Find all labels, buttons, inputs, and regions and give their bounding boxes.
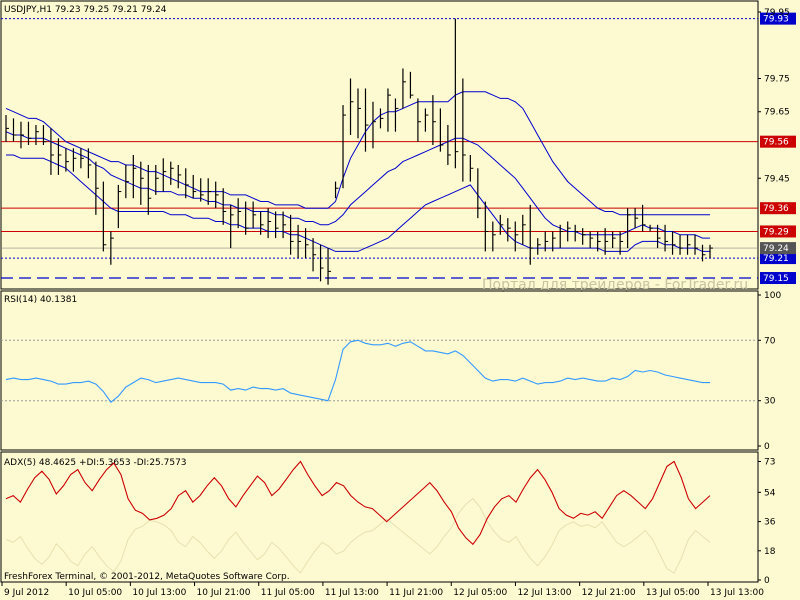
rsi-tick-label: 0 — [764, 442, 770, 452]
adx-panel-header: ADX(5) 48.4625 +DI:5.3653 -DI:25.7573 — [4, 458, 187, 468]
time-tick-label: 13 Jul 05:00 — [646, 588, 700, 598]
price-tick-label: 79.95 — [764, 8, 790, 18]
time-tick-label: 9 Jul 2012 — [4, 588, 49, 598]
adx-line — [5, 460, 711, 546]
time-tick-label: 10 Jul 21:00 — [197, 588, 251, 598]
band-upper — [5, 91, 710, 216]
rsi-panel-header: RSI(14) 40.1381 — [4, 295, 77, 305]
current-price-tag — [760, 242, 796, 255]
level-dashed-0-label: 79.15 — [763, 274, 789, 284]
time-tick-label: 12 Jul 13:00 — [517, 588, 571, 598]
ohlc-bars — [5, 18, 713, 285]
bollinger-bands — [5, 91, 710, 252]
rsi-tick-label: 100 — [764, 291, 781, 301]
level-dotted-1-label: 79.21 — [763, 254, 789, 264]
level-dotted-0-tag — [760, 12, 796, 25]
level-solid-2-tag — [760, 225, 796, 238]
time-tick-label: 10 Jul 13:00 — [132, 588, 186, 598]
time-tick-label: 11 Jul 21:00 — [389, 588, 443, 598]
adx-tick-label: 36 — [764, 518, 776, 528]
adx-tick-label: 73 — [764, 457, 775, 467]
price-panel: USDJPY,H1 79.23 79.25 79.21 79.24 Портал… — [0, 0, 796, 293]
band-lower — [6, 154, 710, 252]
level-dotted-0-label: 79.93 — [763, 15, 789, 25]
time-tick-label: 10 Jul 05:00 — [68, 588, 122, 598]
level-dotted-1-tag — [760, 252, 796, 265]
adx-axis: 73 54 36 18 0 — [758, 457, 776, 586]
rsi-tick-label: 30 — [764, 397, 776, 407]
time-tick-label: 12 Jul 05:00 — [453, 588, 507, 598]
di-lines — [5, 497, 711, 574]
band-middle — [5, 131, 710, 239]
price-panel-header: USDJPY,H1 79.23 79.25 79.21 79.24 — [4, 5, 167, 15]
price-tick-label: 79.75 — [764, 74, 790, 84]
adx-tick-label: 0 — [764, 576, 770, 586]
adx-tick-label: 54 — [764, 488, 776, 498]
rsi-tick-label: 70 — [764, 336, 776, 346]
time-tick-label: 11 Jul 05:00 — [261, 588, 315, 598]
adx-panel-frame — [0, 451, 759, 583]
time-tick-label: 12 Jul 21:00 — [582, 588, 636, 598]
footer-copyright: FreshForex Terminal, © 2001-2012, MetaQu… — [4, 572, 290, 582]
rsi-panel-frame — [0, 290, 759, 451]
price-axis: 79.56 79.36 79.29 79.93 79.21 79.15 79.24 79.95… — [758, 8, 796, 285]
time-tick-label: 13 Jul 13:00 — [710, 588, 764, 598]
adx-tick-label: 18 — [764, 547, 776, 557]
watermark: Портал для трейдеров - ForTrader.ru — [482, 277, 748, 293]
price-tick-label: 79.65 — [764, 108, 790, 118]
rsi-axis: 100 70 30 0 — [758, 291, 781, 452]
level-solid-2-label: 79.29 — [763, 227, 789, 237]
level-dashed-0-tag — [760, 272, 796, 285]
level-solid-1-tag — [760, 202, 796, 215]
adx-polyline — [5, 460, 711, 546]
price-panel-frame — [0, 0, 759, 290]
di-polyline — [5, 497, 711, 574]
time-tick-label: 11 Jul 13:00 — [325, 588, 379, 598]
time-axis: 9 Jul 2012 10 Jul 05:00 10 Jul 13:00 10 Jul… — [1, 582, 764, 598]
level-solid-1-label: 79.36 — [763, 204, 789, 214]
rsi-line — [5, 339, 710, 403]
current-price-label: 79.24 — [763, 244, 789, 254]
rsi-panel: RSI(14) 40.1381 100 70 30 0 — [0, 290, 781, 452]
adx-panel: ADX(5) 48.4625 +DI:5.3653 -DI:25.7573 73… — [0, 451, 776, 586]
level-solid-0-label: 79.56 — [763, 138, 789, 148]
level-solid-0-tag — [760, 135, 796, 148]
rsi-polyline — [5, 339, 710, 403]
price-tick-label: 79.45 — [764, 174, 790, 184]
